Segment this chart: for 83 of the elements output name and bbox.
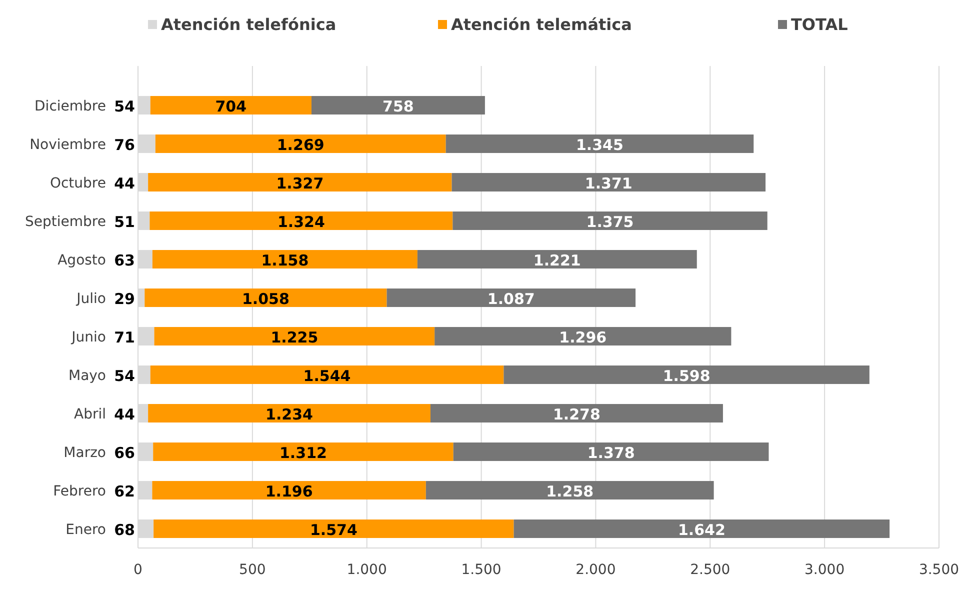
data-label: 1.296 [559, 328, 607, 346]
x-tick-label: 3.500 [918, 562, 960, 578]
bar [434, 327, 732, 346]
data-label: 1.258 [546, 482, 594, 500]
bar [311, 96, 485, 114]
data-label: 76 [114, 136, 135, 154]
data-label: 1.158 [261, 251, 309, 270]
data-label: 1.087 [487, 290, 535, 308]
data-label: 1.345 [576, 136, 624, 154]
data-label: 1.196 [265, 482, 313, 500]
y-tick-label: Noviembre [30, 136, 106, 153]
data-label: 1.058 [242, 290, 290, 308]
data-label: 1.598 [662, 366, 710, 385]
data-label: 1.225 [270, 328, 318, 346]
data-label: 1.642 [678, 520, 726, 539]
y-tick-label: Febrero [53, 483, 106, 500]
y-tick-label: Mayo [68, 368, 106, 384]
bar [148, 404, 430, 422]
legend-label: TOTAL [791, 15, 848, 34]
y-tick-label: Enero [66, 522, 106, 538]
y-tick-label: Agosto [58, 252, 106, 268]
data-label: 29 [114, 290, 135, 308]
data-label: 1.544 [303, 366, 351, 385]
data-label: 1.378 [587, 444, 635, 462]
y-tick-label: Abril [74, 406, 106, 422]
x-tick-label: 2.000 [576, 562, 616, 578]
data-label: 63 [114, 251, 135, 270]
data-label: 62 [114, 482, 135, 500]
data-label: 704 [215, 97, 247, 116]
data-label: 44 [114, 405, 135, 424]
data-label: 1.371 [584, 174, 632, 192]
legend-label: Atención telefónica [161, 15, 336, 34]
bar [452, 173, 766, 192]
bar [153, 442, 454, 461]
data-label: 71 [114, 328, 135, 346]
bar [426, 481, 714, 500]
data-label: 1.327 [276, 174, 324, 192]
bar [152, 250, 418, 268]
data-label: 1.375 [586, 212, 634, 231]
y-tick-label: Diciembre [34, 98, 106, 114]
legend-label: Atención telemática [451, 15, 632, 34]
y-tick-label: Julio [76, 290, 106, 307]
bar [150, 96, 312, 114]
data-label: 1.234 [266, 405, 313, 424]
data-label: 1.312 [280, 444, 327, 462]
bar [446, 134, 754, 153]
data-label: 68 [114, 520, 135, 539]
x-tick-label: 2.500 [690, 562, 730, 578]
bar [504, 366, 870, 384]
bar [144, 288, 387, 307]
x-tick-label: 500 [239, 562, 266, 578]
y-tick-label: Junio [70, 329, 106, 346]
data-label: 54 [114, 97, 135, 116]
data-label: 44 [114, 174, 135, 192]
bar [148, 173, 452, 192]
bar [452, 212, 768, 230]
bar [430, 404, 723, 422]
data-label: 54 [114, 366, 135, 385]
data-label: 758 [382, 97, 414, 116]
data-label: 1.278 [552, 405, 600, 424]
bar [150, 366, 504, 384]
bar [155, 134, 446, 153]
data-label: 1.574 [310, 520, 358, 539]
data-label: 51 [114, 212, 135, 231]
data-label: 66 [114, 444, 135, 462]
bar [386, 288, 636, 307]
x-tick-label: 0 [134, 562, 142, 578]
data-label: 1.324 [277, 212, 325, 231]
bar [152, 481, 426, 500]
bar [154, 520, 514, 538]
bar [514, 520, 890, 538]
x-tick-label: 1.500 [461, 562, 502, 578]
bar [453, 442, 769, 461]
data-label: 1.269 [276, 136, 324, 154]
x-tick-label: 1.000 [346, 562, 387, 578]
y-tick-label: Octubre [50, 175, 106, 192]
x-tick-label: 3.000 [804, 562, 845, 578]
bar [417, 250, 697, 268]
bar [150, 212, 453, 230]
y-tick-label: Septiembre [25, 214, 106, 230]
y-tick-label: Marzo [64, 444, 106, 461]
bar [154, 327, 435, 346]
data-label: 1.221 [533, 251, 581, 270]
